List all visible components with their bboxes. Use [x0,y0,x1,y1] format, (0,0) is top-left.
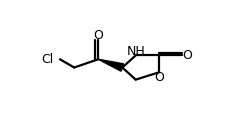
Text: O: O [93,29,103,42]
Text: NH: NH [126,45,144,58]
Text: Cl: Cl [41,53,53,66]
Text: O: O [181,49,191,62]
Polygon shape [98,59,123,71]
Text: O: O [153,71,163,84]
